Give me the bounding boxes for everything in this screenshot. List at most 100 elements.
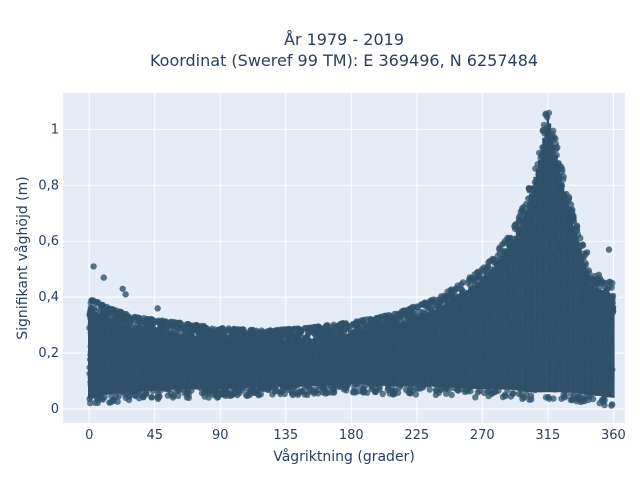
data-band-segment (592, 286, 595, 396)
data-band-segment (424, 313, 427, 387)
data-band-segment (216, 338, 220, 390)
data-point (458, 286, 465, 293)
data-point (343, 387, 350, 394)
outlier-point (122, 291, 129, 298)
data-point (489, 257, 496, 264)
data-band-segment (160, 331, 163, 391)
data-band-segment (454, 297, 458, 388)
data-point (205, 394, 212, 401)
data-point (424, 304, 432, 311)
data-band-segment (417, 315, 421, 387)
data-band-segment (415, 316, 418, 387)
x-tick-label: 315 (535, 428, 560, 443)
x-tick-label: 45 (146, 428, 163, 443)
data-band-segment (601, 290, 604, 397)
data-band-segment (555, 155, 558, 393)
data-point (258, 327, 265, 334)
data-band-segment (524, 210, 528, 393)
data-band-segment (227, 339, 231, 389)
data-band-segment (205, 337, 209, 390)
data-point (448, 391, 455, 399)
data-band-segment (439, 306, 443, 387)
data-band-segment (511, 240, 515, 390)
data-band-segment (450, 299, 453, 388)
data-band-segment (201, 336, 204, 390)
data-point (545, 393, 552, 401)
data-band-segment (369, 329, 373, 386)
data-point (606, 278, 613, 286)
data-band-segment (273, 341, 277, 387)
data-point (302, 324, 310, 332)
data-point (87, 399, 94, 407)
data-band-segment (452, 298, 456, 388)
data-band-segment (446, 302, 449, 388)
data-band-segment (321, 337, 325, 386)
data-point (288, 390, 296, 397)
data-band-segment (553, 145, 556, 393)
data-band-segment (269, 341, 272, 387)
data-band-segment (315, 337, 318, 387)
data-band-segment (360, 331, 364, 385)
data-point (392, 315, 399, 322)
data-band-segment (422, 314, 425, 387)
data-band-segment (430, 310, 434, 387)
data-band-segment (474, 284, 477, 390)
data-point (228, 334, 236, 341)
data-band-segment (411, 318, 414, 387)
data-point (142, 391, 149, 398)
data-band-segment (197, 336, 200, 390)
data-point (114, 398, 121, 405)
data-band-segment (146, 329, 150, 392)
data-band-segment (304, 339, 307, 387)
data-band-segment (240, 340, 244, 389)
data-band-segment (546, 112, 550, 393)
data-point (232, 389, 240, 397)
data-band-segment (249, 341, 253, 388)
data-band-segment (371, 329, 375, 386)
data-band-segment (98, 314, 102, 396)
data-band-segment (291, 340, 294, 387)
y-tick-label: 0 (51, 402, 59, 417)
data-point (155, 394, 162, 401)
data-band-segment (435, 309, 438, 387)
data-band-segment (155, 330, 159, 391)
data-point (454, 386, 461, 394)
data-point (350, 321, 357, 328)
data-band-segment (336, 335, 340, 385)
data-point (136, 395, 143, 402)
data-band-segment (188, 335, 191, 390)
data-point (379, 390, 386, 398)
x-tick-label: 360 (601, 428, 626, 443)
data-band-segment (319, 337, 322, 386)
data-band-segment (253, 341, 257, 388)
data-band-segment (459, 294, 462, 389)
data-band-segment (275, 341, 279, 387)
data-band-segment (605, 291, 609, 397)
data-band-segment (522, 215, 526, 392)
data-band-segment (245, 340, 248, 388)
data-point (307, 386, 314, 393)
data-point (212, 326, 219, 333)
data-band-segment (461, 292, 464, 389)
data-band-segment (330, 336, 333, 386)
data-band-segment (590, 285, 593, 396)
data-band-segment (127, 326, 130, 393)
data-band-segment (297, 339, 301, 387)
data-point (443, 390, 450, 397)
data-band-segment (428, 311, 432, 387)
data-band-segment (162, 331, 165, 391)
data-point (296, 326, 303, 333)
data-band-segment (326, 336, 329, 386)
data-point (322, 322, 330, 330)
y-tick-label: 0,4 (38, 290, 59, 305)
data-band-segment (433, 310, 436, 387)
data-band-segment (358, 331, 362, 385)
data-point (248, 327, 255, 334)
data-band-segment (343, 334, 346, 385)
data-point (366, 320, 374, 327)
data-band-segment (328, 336, 331, 386)
data-band-segment (457, 295, 460, 388)
data-band-segment (264, 341, 268, 387)
data-band-segment (607, 292, 611, 398)
data-band-segment (393, 325, 397, 387)
